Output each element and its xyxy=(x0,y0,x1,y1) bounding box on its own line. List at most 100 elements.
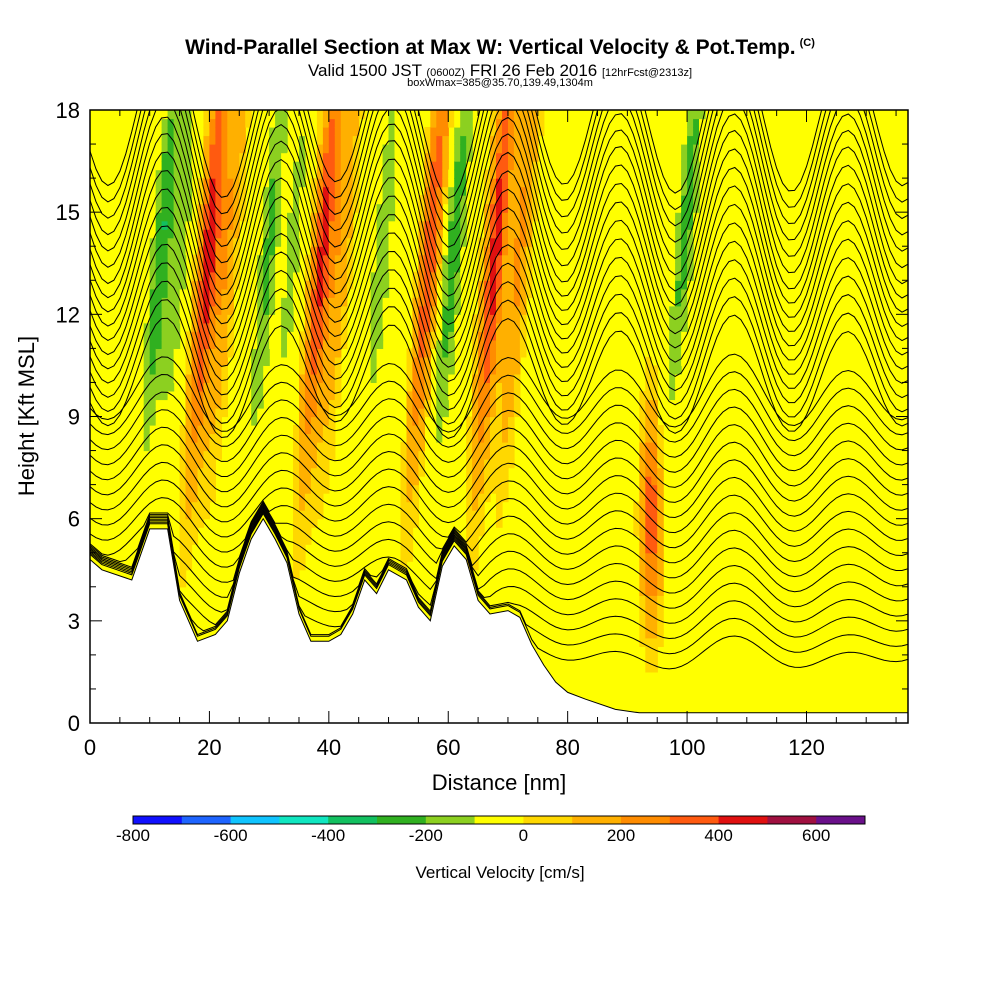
velocity-cell xyxy=(161,229,169,239)
theta-contour xyxy=(90,424,908,493)
velocity-cell xyxy=(454,229,461,239)
velocity-cell xyxy=(508,237,515,247)
velocity-cell xyxy=(651,442,658,452)
velocity-cell xyxy=(645,399,652,409)
velocity-cell xyxy=(191,484,199,494)
velocity-cell xyxy=(669,305,676,315)
velocity-cell xyxy=(334,391,342,401)
velocity-cell xyxy=(155,169,163,179)
velocity-cell xyxy=(215,263,222,273)
velocity-cell xyxy=(167,391,175,401)
velocity-cell xyxy=(221,212,228,222)
velocity-cell xyxy=(513,339,521,349)
velocity-cell xyxy=(454,152,461,162)
velocity-cell xyxy=(519,118,527,128)
velocity-cell xyxy=(316,178,324,188)
velocity-cell xyxy=(275,399,282,409)
velocity-cell xyxy=(334,169,342,179)
velocity-cell xyxy=(221,263,228,273)
velocity-cell xyxy=(484,263,491,273)
velocity-cell xyxy=(215,288,222,298)
velocity-cell xyxy=(310,365,318,375)
theta-contour xyxy=(90,459,908,524)
velocity-cell xyxy=(167,220,175,230)
velocity-cell xyxy=(328,331,336,341)
velocity-cell xyxy=(155,203,163,213)
velocity-cell xyxy=(382,186,390,196)
velocity-cell xyxy=(322,339,330,349)
velocity-cell xyxy=(287,178,294,188)
velocity-cell xyxy=(263,169,270,179)
velocity-cell xyxy=(531,178,539,188)
velocity-cell xyxy=(269,195,276,205)
velocity-cell xyxy=(197,339,205,349)
velocity-cell xyxy=(191,110,199,120)
velocity-cell xyxy=(430,169,437,179)
velocity-cell xyxy=(519,169,527,179)
velocity-cell xyxy=(406,527,414,537)
velocity-cell xyxy=(508,118,515,128)
velocity-cell xyxy=(675,365,682,375)
velocity-cell xyxy=(215,178,222,188)
velocity-cell xyxy=(328,408,336,418)
velocity-cell xyxy=(173,339,181,349)
velocity-cell xyxy=(681,203,688,213)
velocity-cell xyxy=(424,331,431,341)
velocity-cell xyxy=(155,314,163,324)
velocity-cell xyxy=(299,348,306,358)
velocity-cell xyxy=(239,144,246,154)
velocity-cell xyxy=(406,416,414,426)
velocity-cell xyxy=(424,391,431,401)
velocity-cell xyxy=(364,382,372,392)
chart-subtitle-box: boxWmax=385@35.70,139.49,1304m xyxy=(407,77,593,89)
velocity-cell xyxy=(406,484,414,494)
velocity-cell xyxy=(251,339,258,349)
velocity-cell xyxy=(269,271,276,281)
velocity-cell xyxy=(340,118,348,128)
velocity-cell xyxy=(239,161,246,171)
velocity-cell xyxy=(221,161,228,171)
velocity-cell xyxy=(275,237,282,247)
velocity-cell xyxy=(651,399,658,409)
velocity-cell xyxy=(681,229,688,239)
velocity-cell xyxy=(424,297,431,307)
velocity-cell xyxy=(179,203,187,213)
velocity-cell xyxy=(227,297,234,307)
velocity-cell xyxy=(448,271,455,281)
velocity-cell xyxy=(155,229,163,239)
velocity-cell xyxy=(334,127,342,137)
velocity-cell xyxy=(490,144,497,154)
velocity-cell xyxy=(137,416,145,426)
velocity-cell xyxy=(645,373,652,383)
velocity-cell xyxy=(400,561,408,571)
velocity-cell xyxy=(442,246,449,256)
velocity-cell xyxy=(316,373,324,383)
velocity-cell xyxy=(478,527,485,537)
velocity-cell xyxy=(316,348,324,358)
velocity-cell xyxy=(657,527,664,537)
velocity-cell xyxy=(304,408,312,418)
velocity-cell xyxy=(502,433,509,443)
velocity-cell xyxy=(340,178,348,188)
velocity-cell xyxy=(221,305,228,315)
velocity-cell xyxy=(167,373,175,383)
velocity-cell xyxy=(478,518,485,528)
velocity-cell xyxy=(221,322,228,332)
velocity-cell xyxy=(322,314,330,324)
velocity-cell xyxy=(257,280,264,290)
velocity-cell xyxy=(316,442,324,452)
velocity-cell xyxy=(215,382,222,392)
velocity-cell xyxy=(394,135,402,145)
velocity-cell xyxy=(167,339,175,349)
velocity-cell xyxy=(233,280,240,290)
velocity-cell xyxy=(442,425,449,435)
velocity-cell xyxy=(299,229,306,239)
velocity-cell xyxy=(675,322,682,332)
velocity-cell xyxy=(227,331,234,341)
velocity-cell xyxy=(484,297,491,307)
velocity-cell xyxy=(185,229,193,239)
velocity-cell xyxy=(406,399,414,409)
velocity-cell xyxy=(382,118,390,128)
velocity-cell xyxy=(406,373,414,383)
velocity-cell xyxy=(316,246,324,256)
